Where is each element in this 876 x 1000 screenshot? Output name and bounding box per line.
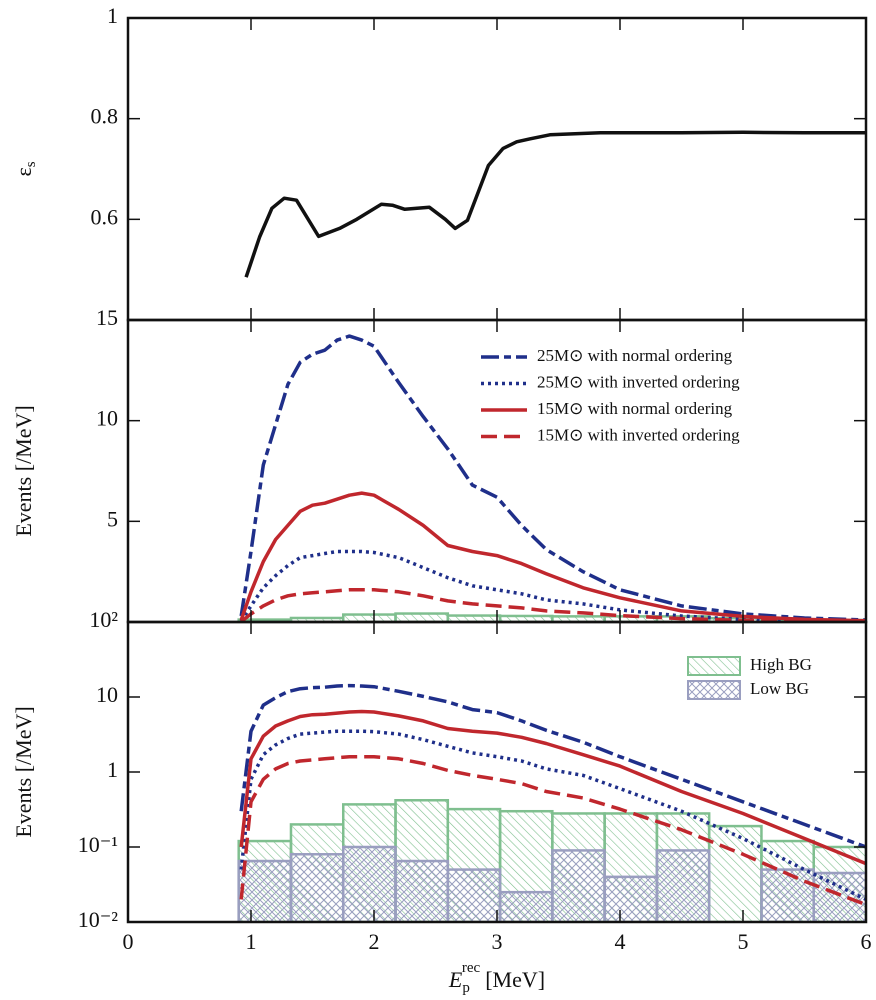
y-tick-label: 10	[96, 406, 118, 431]
histogram-bar	[394, 612, 450, 622]
legend-label: Low BG	[750, 679, 809, 698]
series-line	[239, 709, 866, 866]
y-tick-label: 10⁻¹	[78, 832, 118, 857]
histogram-bar	[498, 890, 554, 922]
x-label-sup: rec	[462, 960, 481, 976]
histogram-bar	[342, 845, 397, 922]
series-line	[239, 491, 866, 622]
histogram-bar	[655, 849, 711, 922]
histogram-bar	[603, 875, 659, 922]
histogram-bar	[812, 871, 866, 922]
x-tick-label: 6	[861, 929, 872, 954]
plot-area	[244, 130, 866, 278]
histogram-bar	[237, 859, 293, 922]
y-tick-label: 1	[107, 3, 118, 28]
legend-label: 25M⊙ with normal ordering	[537, 346, 733, 365]
x-label-symbol: E	[448, 967, 463, 992]
x-tick-label: 3	[492, 929, 503, 954]
histogram-bar	[394, 859, 450, 922]
y-tick-label: 10²	[89, 607, 118, 632]
y-tick-label: 1	[107, 757, 118, 782]
series-line	[239, 334, 866, 622]
y-label-symbol: ε	[11, 167, 36, 176]
histogram-bar	[289, 853, 345, 922]
y-label-text: Events [/MeV]	[11, 706, 36, 837]
x-tick-label: 4	[615, 929, 626, 954]
plot-area	[237, 683, 866, 922]
frame	[126, 16, 868, 322]
series-line	[239, 729, 866, 901]
y-axis-label: Events [/MeV]	[11, 706, 36, 837]
series-line	[244, 130, 866, 278]
legend-label: 15M⊙ with inverted ordering	[537, 425, 740, 444]
legend-label: 15M⊙ with normal ordering	[537, 399, 733, 418]
frame	[126, 318, 868, 624]
legend-swatch	[687, 680, 741, 700]
x-tick-label: 5	[738, 929, 749, 954]
x-tick-label: 1	[246, 929, 257, 954]
x-label-sub: p	[462, 980, 470, 996]
plot-area	[237, 334, 866, 622]
series-line	[239, 754, 866, 907]
y-tick-label: 5	[107, 506, 118, 531]
y-tick-label: 10	[96, 682, 118, 707]
histogram-bar	[760, 868, 815, 922]
y-tick-label: 10⁻²	[78, 907, 119, 932]
legend-label: High BG	[750, 655, 812, 674]
legend-label: 25M⊙ with inverted ordering	[537, 372, 740, 391]
y-label-text: Events [/MeV]	[11, 405, 36, 536]
y-tick-label: 15	[96, 305, 118, 330]
x-tick-label: 0	[123, 929, 134, 954]
y-axis-label: Events [/MeV]	[11, 405, 36, 536]
y-tick-label: 0.8	[91, 104, 119, 129]
histogram-bar	[707, 824, 763, 922]
y-label-sub: s	[23, 161, 39, 167]
series-line	[239, 549, 866, 622]
histogram-bar	[551, 849, 606, 922]
series-line	[239, 683, 866, 849]
x-tick-label: 2	[369, 929, 380, 954]
x-axis-label: Ep rec [MeV]	[448, 960, 545, 996]
y-tick-label: 0.6	[91, 204, 119, 229]
legend-swatch	[687, 656, 741, 676]
series-line	[240, 588, 866, 622]
x-label-unit: [MeV]	[485, 967, 545, 992]
y-axis-label: εs	[11, 161, 39, 176]
histogram-bar	[446, 868, 502, 922]
